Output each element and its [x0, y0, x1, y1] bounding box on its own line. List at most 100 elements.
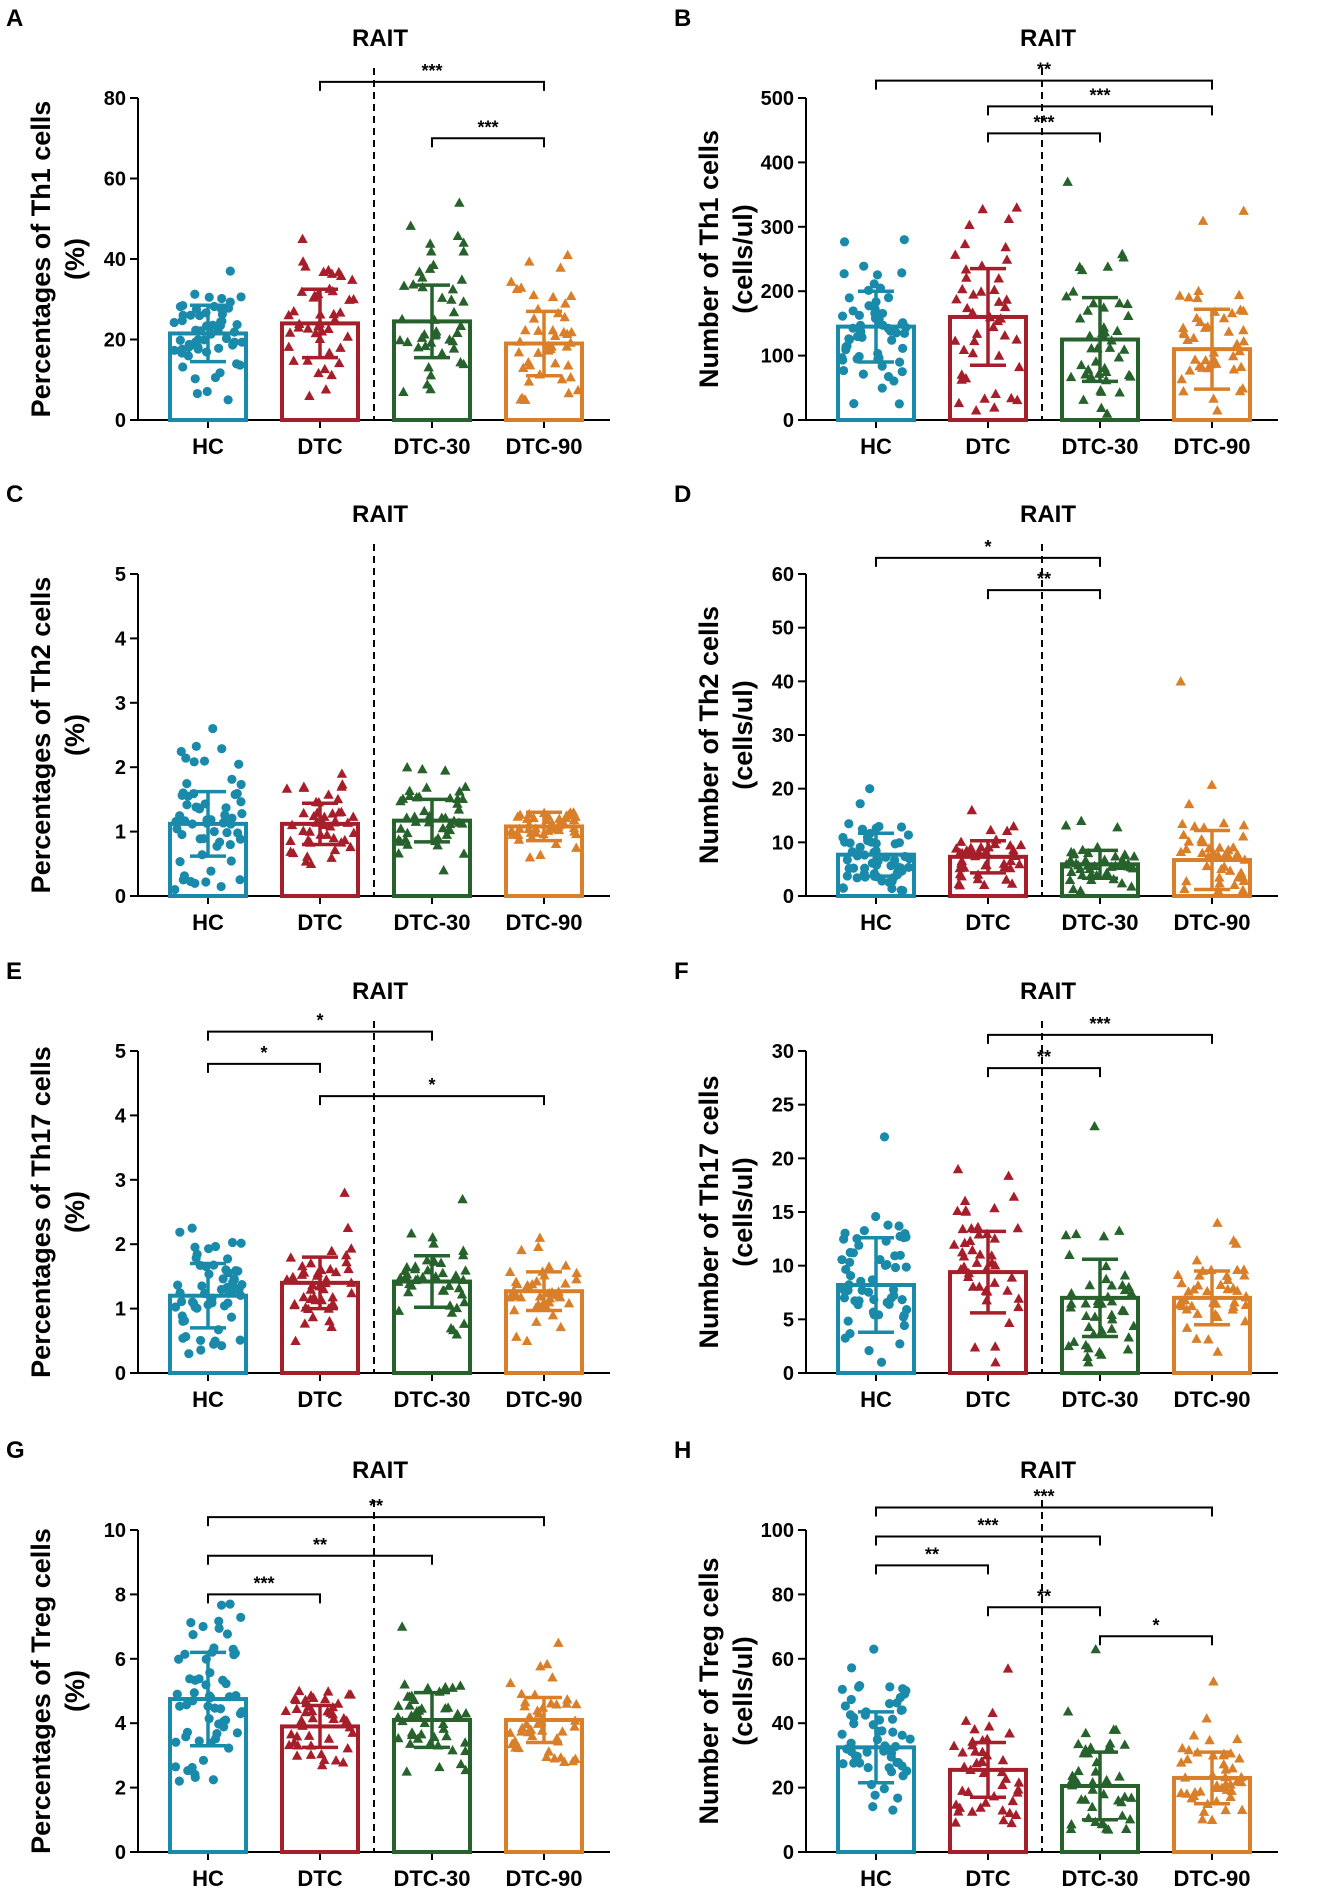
significance-label: ***	[253, 1573, 274, 1593]
data-point	[198, 834, 209, 844]
data-point	[409, 1263, 421, 1274]
data-point	[948, 1740, 960, 1750]
data-point	[854, 351, 864, 362]
data-point	[209, 1643, 219, 1653]
data-point	[290, 1694, 302, 1705]
data-point	[285, 846, 296, 856]
data-point	[452, 327, 463, 338]
data-point	[229, 337, 240, 347]
x-tick-label: HC	[192, 1866, 224, 1891]
data-point	[438, 865, 449, 875]
data-point	[961, 302, 973, 313]
data-point	[533, 347, 544, 357]
data-point	[281, 783, 293, 793]
data-point	[1194, 1270, 1205, 1280]
data-point	[968, 289, 979, 299]
data-point	[313, 367, 324, 378]
data-point	[957, 1246, 968, 1257]
data-point	[419, 1717, 430, 1728]
data-point	[302, 851, 313, 861]
data-point	[967, 307, 978, 317]
data-point	[404, 1700, 415, 1710]
data-point	[392, 1711, 404, 1722]
x-tick-label: HC	[860, 434, 892, 459]
data-point	[1007, 1795, 1018, 1806]
panel-letter: D	[674, 481, 691, 508]
data-point	[511, 1331, 522, 1341]
data-point	[964, 219, 975, 230]
data-point	[190, 1242, 200, 1252]
data-point	[458, 237, 469, 247]
data-point	[971, 328, 983, 338]
data-point	[327, 808, 338, 818]
data-point	[547, 291, 559, 302]
y-tick-label: 4	[115, 628, 127, 650]
data-point	[846, 1694, 856, 1705]
y-tick-label: 40	[772, 1713, 794, 1735]
data-point	[523, 357, 534, 367]
significance-bracket	[319, 1095, 545, 1106]
data-point	[336, 768, 348, 778]
data-point	[1005, 862, 1016, 873]
data-point	[1089, 1120, 1100, 1131]
data-point	[436, 348, 448, 358]
data-point	[505, 826, 517, 836]
data-point	[192, 388, 202, 399]
data-point	[1065, 371, 1077, 382]
data-point	[1227, 1304, 1238, 1314]
data-point	[1233, 289, 1245, 300]
data-point	[964, 1235, 976, 1246]
data-point	[402, 336, 413, 347]
data-point	[1064, 1249, 1075, 1259]
data-point	[335, 342, 346, 352]
data-point	[427, 1232, 438, 1242]
data-point	[318, 266, 329, 277]
chart-svg: C RAIT Percentages of Th2 cells (%) 0 1 2 3 4 5 HC…	[6, 481, 610, 935]
data-point	[523, 376, 535, 386]
y-tick-label: 5	[783, 1309, 794, 1331]
y-axis-label-line: (%)	[60, 714, 90, 756]
x-tick-label: DTC	[965, 1387, 1010, 1412]
data-point	[865, 784, 875, 794]
significance-bracket	[207, 1593, 321, 1604]
data-point	[195, 1335, 206, 1346]
y-tick-label: 4	[115, 1105, 127, 1127]
data-point	[839, 237, 850, 247]
y-tick-label: 20	[772, 779, 794, 801]
data-point	[993, 350, 1005, 360]
x-tick-label: DTC-30	[1061, 910, 1138, 935]
data-point	[1008, 820, 1019, 831]
data-point	[403, 1286, 414, 1297]
data-point	[957, 1223, 968, 1234]
data-point	[1181, 1322, 1193, 1332]
data-point	[949, 335, 961, 345]
data-point	[1175, 676, 1186, 686]
y-tick-label: 30	[772, 725, 794, 747]
data-point	[1066, 866, 1077, 876]
data-point	[1001, 874, 1012, 884]
data-point	[523, 1726, 534, 1737]
significance-bracket	[875, 556, 1101, 567]
data-point	[1013, 1777, 1025, 1787]
y-tick-label: 60	[104, 169, 126, 191]
data-point	[521, 1335, 533, 1345]
data-point	[1101, 408, 1113, 418]
data-point	[1106, 1280, 1118, 1290]
data-point	[953, 397, 965, 408]
data-point	[1113, 352, 1125, 362]
data-point	[214, 837, 225, 847]
data-point	[555, 1752, 567, 1762]
significance-bracket	[987, 589, 1101, 600]
y-tick-label: 15	[772, 1202, 794, 1224]
data-point	[232, 319, 242, 330]
data-point	[235, 360, 245, 370]
data-point	[965, 842, 977, 852]
data-point	[460, 1265, 471, 1275]
data-point	[202, 386, 212, 397]
data-point	[404, 790, 415, 800]
data-point	[435, 1257, 447, 1268]
data-point	[850, 1751, 861, 1761]
data-point	[406, 1729, 418, 1740]
data-point	[524, 852, 536, 862]
data-point	[1106, 1309, 1117, 1319]
